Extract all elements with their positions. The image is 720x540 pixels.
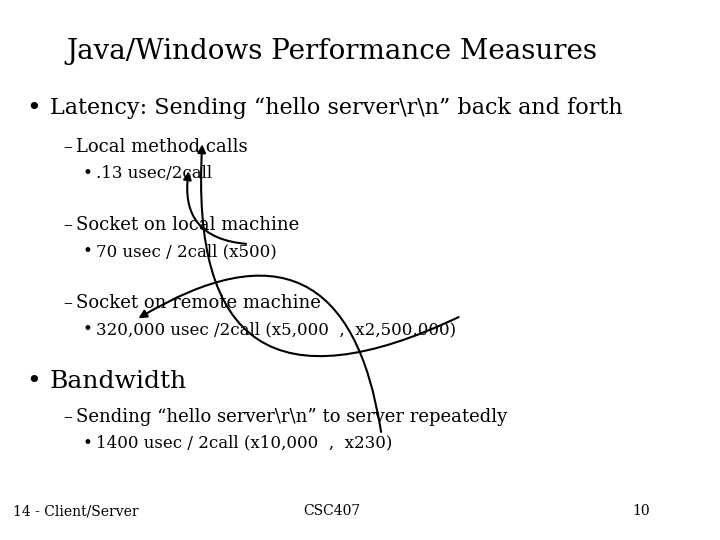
Text: –: – bbox=[63, 294, 72, 312]
Text: 10: 10 bbox=[633, 504, 650, 518]
Text: Socket on local machine: Socket on local machine bbox=[76, 216, 300, 234]
Text: 14 - Client/Server: 14 - Client/Server bbox=[13, 504, 139, 518]
Text: 70 usec / 2call (x500): 70 usec / 2call (x500) bbox=[96, 243, 277, 260]
Text: Java/Windows Performance Measures: Java/Windows Performance Measures bbox=[66, 38, 598, 65]
Text: 1400 usec / 2call (x10,000  ,  x230): 1400 usec / 2call (x10,000 , x230) bbox=[96, 435, 392, 451]
Text: •: • bbox=[27, 370, 41, 393]
Text: •: • bbox=[83, 321, 93, 338]
Text: •: • bbox=[83, 165, 93, 181]
Text: Sending “hello server\r\n” to server repeatedly: Sending “hello server\r\n” to server rep… bbox=[76, 408, 508, 426]
Text: Bandwidth: Bandwidth bbox=[50, 370, 187, 393]
Text: •: • bbox=[83, 243, 93, 260]
Text: 320,000 usec /2call (x5,000  ,  x2,500,000): 320,000 usec /2call (x5,000 , x2,500,000… bbox=[96, 321, 456, 338]
Text: Latency: Sending “hello server\r\n” back and forth: Latency: Sending “hello server\r\n” back… bbox=[50, 97, 622, 119]
Text: •: • bbox=[83, 435, 93, 451]
Text: Local method calls: Local method calls bbox=[76, 138, 248, 156]
Text: •: • bbox=[27, 97, 41, 120]
Text: CSC407: CSC407 bbox=[303, 504, 361, 518]
Text: Socket on remote machine: Socket on remote machine bbox=[76, 294, 321, 312]
Text: –: – bbox=[63, 216, 72, 234]
Text: –: – bbox=[63, 408, 72, 426]
Text: –: – bbox=[63, 138, 72, 156]
Text: .13 usec/2call: .13 usec/2call bbox=[96, 165, 212, 181]
